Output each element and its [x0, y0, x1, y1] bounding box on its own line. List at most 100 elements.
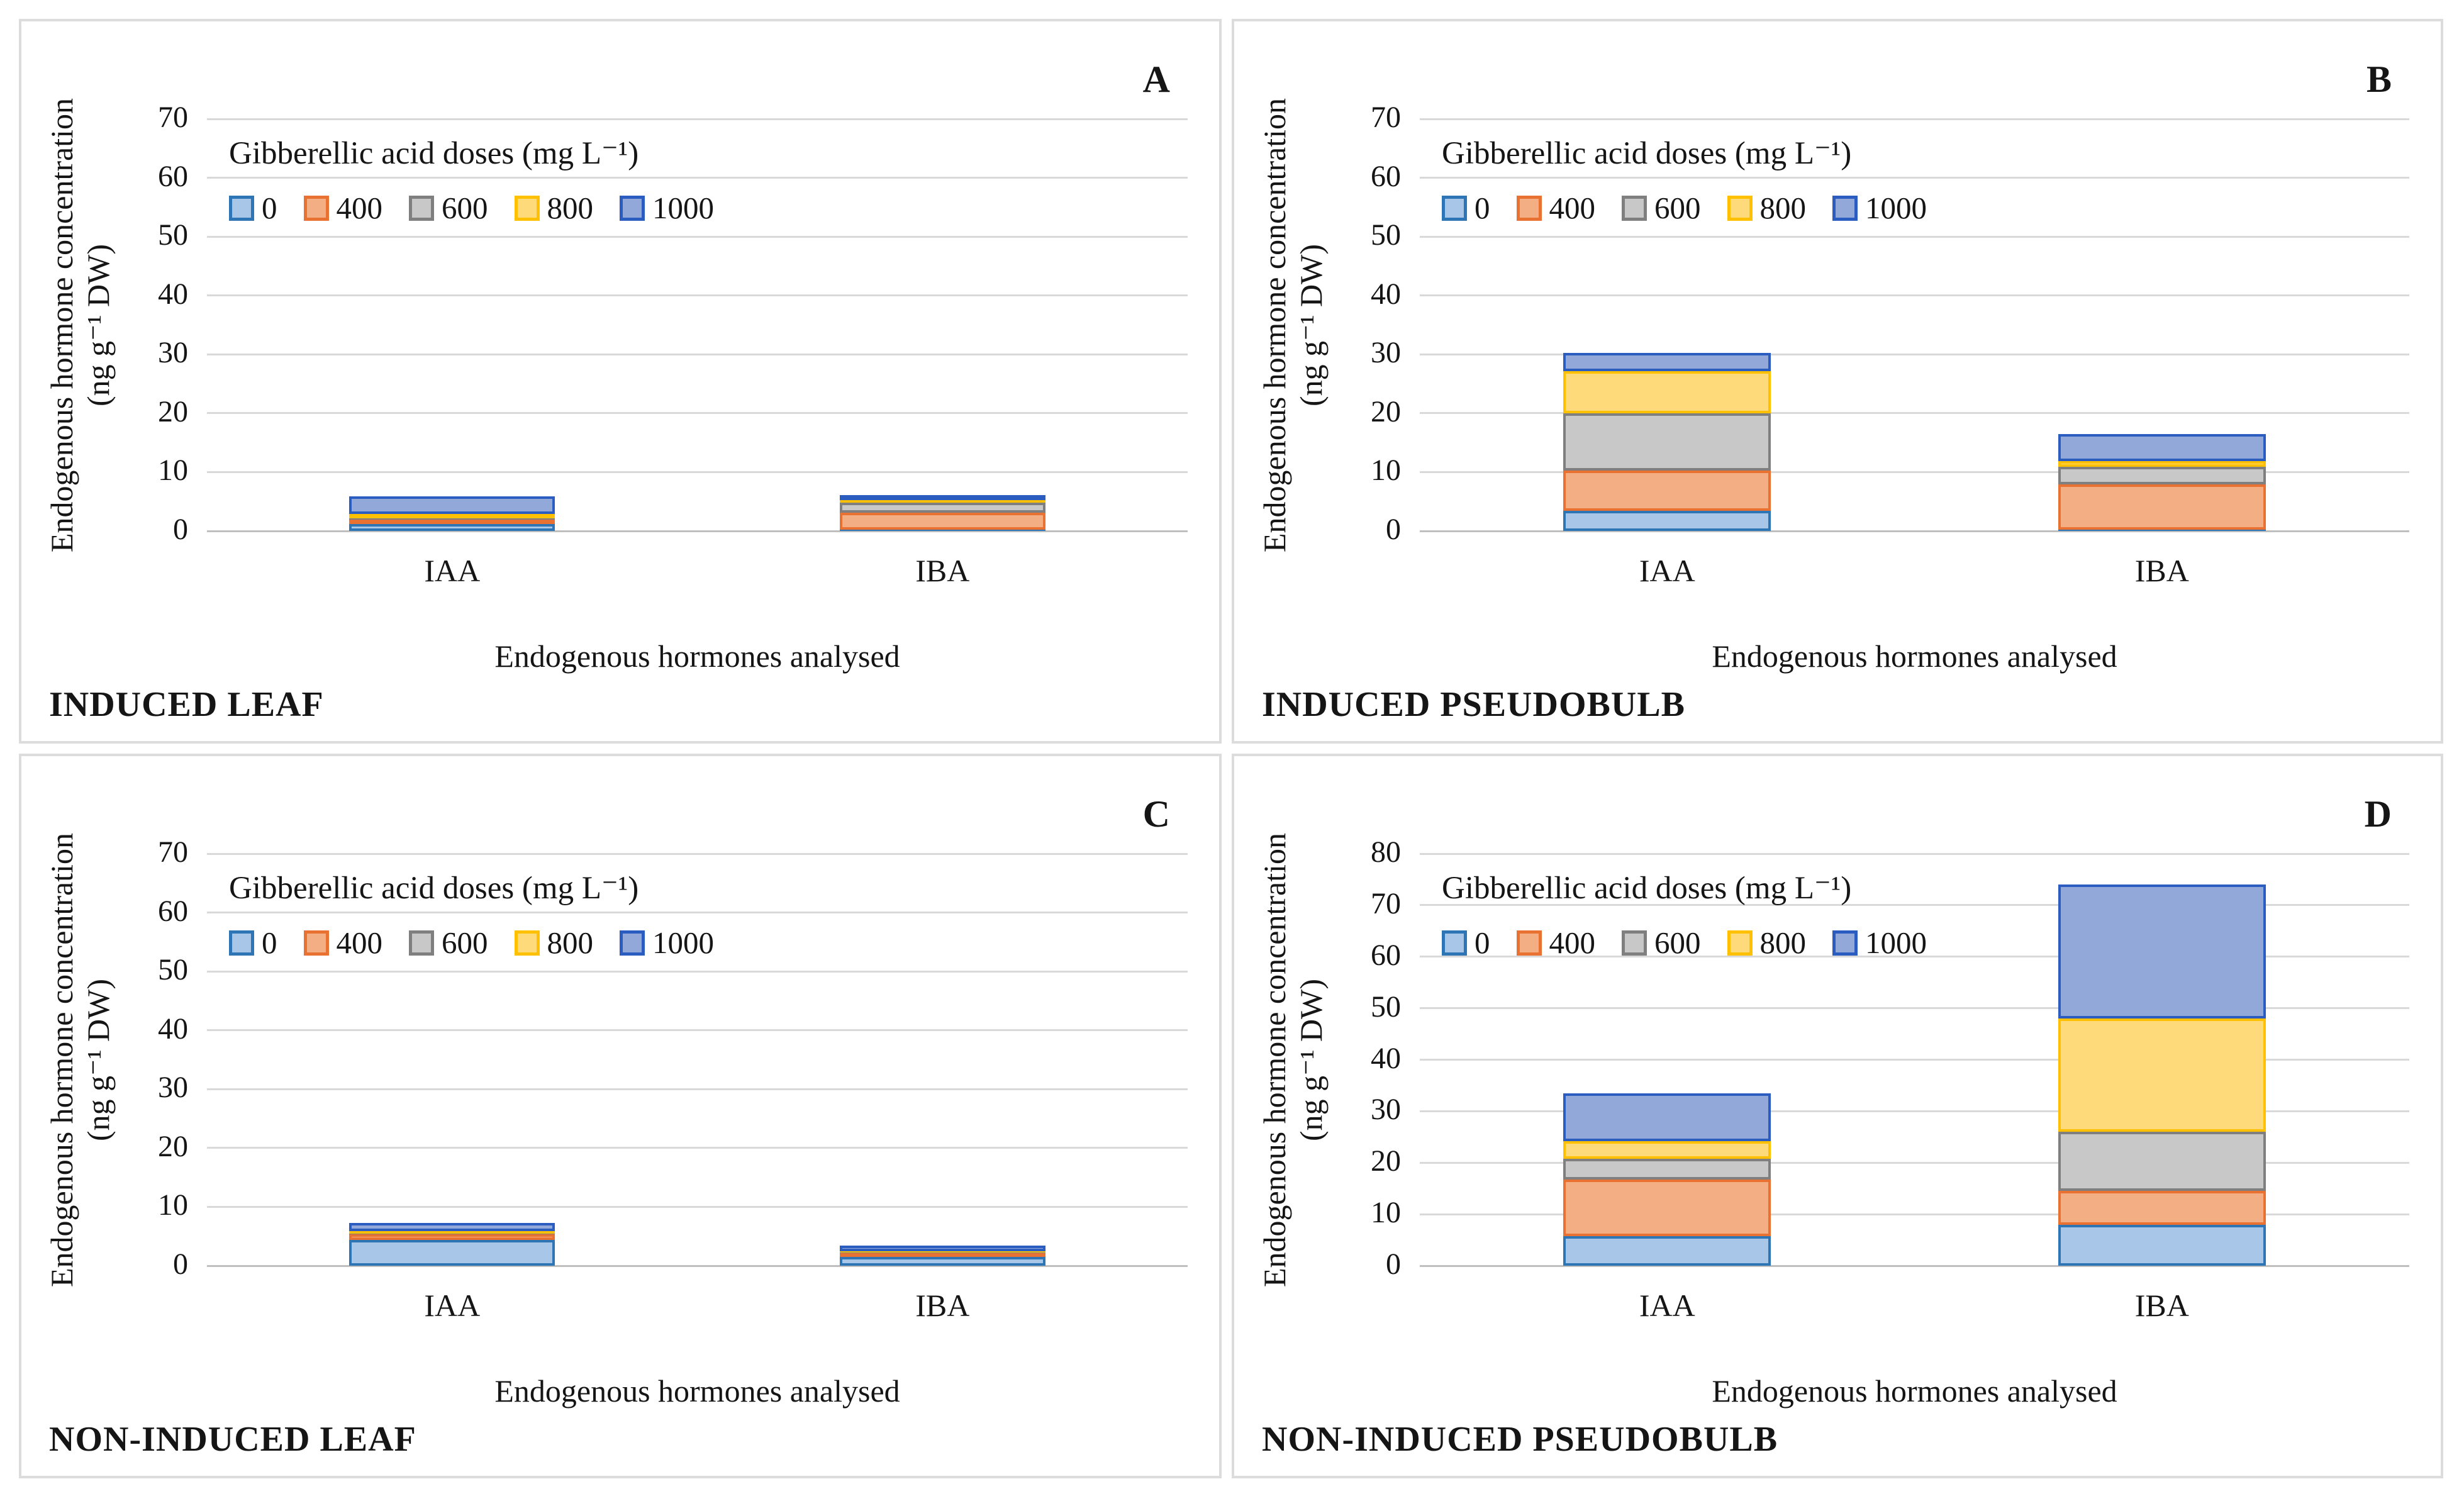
bar-segment-IBA-1000 — [2058, 433, 2266, 461]
gridline-50 — [207, 235, 1188, 238]
gridline-0 — [1420, 1264, 2409, 1267]
legend-items: 0 400 600 800 1000 — [229, 925, 740, 961]
legend: Gibberellic acid doses (mg L⁻¹) 0 400 600 8… — [229, 871, 740, 961]
legend-swatch-800 — [1727, 930, 1753, 956]
bar-segment-IBA-400 — [2058, 1191, 2266, 1225]
y-tick-label: 0 — [1386, 513, 1401, 546]
legend-swatch-600 — [1622, 195, 1647, 221]
legend-swatch-800 — [514, 930, 540, 956]
y-tick-label: 10 — [158, 1188, 188, 1222]
plot-area — [1420, 852, 2409, 1267]
legend-label: 600 — [1654, 925, 1701, 960]
legend-label: 600 — [1654, 191, 1701, 225]
gridline-10 — [1420, 471, 2409, 473]
panel-letter: D — [2364, 793, 2392, 835]
legend-swatch-600 — [409, 930, 434, 956]
legend-label: 400 — [1549, 925, 1596, 960]
bar-segment-IAA-800 — [349, 513, 555, 519]
bar-segment-IBA-1000 — [839, 495, 1045, 501]
bar-segment-IBA-400 — [839, 513, 1045, 530]
bar-segment-IAA-1000 — [349, 1222, 555, 1231]
bar-segment-IAA-600 — [1563, 413, 1771, 471]
gridline-60 — [1420, 177, 2409, 179]
legend-item-1000: 1000 — [620, 190, 714, 226]
gridline-70 — [1420, 904, 2409, 907]
legend: Gibberellic acid doses (mg L⁻¹) 0 400 600 8… — [1442, 871, 1953, 961]
legend-item-1000: 1000 — [620, 925, 714, 961]
legend-item-0: 0 — [1442, 925, 1490, 961]
legend-swatch-1000 — [1832, 930, 1858, 956]
bar-segment-IAA-1000 — [349, 496, 555, 514]
plot-area — [1420, 118, 2409, 532]
gridline-50 — [1420, 235, 2409, 238]
bar-segment-IAA-600 — [1563, 1158, 1771, 1180]
gridline-10 — [1420, 1213, 2409, 1215]
bar-segment-IBA-600 — [839, 503, 1045, 513]
y-tick-label: 30 — [158, 1071, 188, 1105]
gridline-40 — [1420, 1059, 2409, 1061]
legend-item-800: 800 — [514, 190, 593, 226]
legend-item-600: 600 — [1622, 925, 1701, 961]
legend-item-600: 600 — [1622, 190, 1701, 226]
legend-swatch-1000 — [1832, 195, 1858, 221]
gridline-0 — [207, 1264, 1188, 1267]
legend-swatch-600 — [409, 195, 434, 221]
y-tick-label: 20 — [158, 1129, 188, 1163]
legend-swatch-400 — [1516, 195, 1542, 221]
gridline-20 — [207, 1147, 1188, 1149]
gridline-60 — [207, 912, 1188, 914]
legend-label: 400 — [1549, 191, 1596, 225]
legend-item-400: 400 — [1516, 925, 1596, 961]
y-tick-label: 40 — [158, 1012, 188, 1046]
y-tick-label: 40 — [158, 277, 188, 311]
gridline-30 — [1420, 1110, 2409, 1112]
legend-label: 1000 — [1865, 191, 1927, 225]
x-axis-title: Endogenous hormones analysed — [1712, 1373, 2117, 1409]
gridline-0 — [1420, 530, 2409, 532]
legend-label: 600 — [442, 925, 488, 960]
x-tick-label-IBA: IBA — [2134, 553, 2189, 588]
plot-area — [207, 118, 1188, 532]
panel-induced-pseudobulb: B Endogenous hormone concentration (ng g… — [1232, 19, 2443, 744]
legend-label: 0 — [262, 925, 277, 960]
legend-label: 1000 — [652, 925, 714, 960]
legend-item-1000: 1000 — [1832, 190, 1927, 226]
legend-items: 0 400 600 800 1000 — [229, 190, 740, 226]
y-tick-label: 20 — [158, 394, 188, 428]
gridline-70 — [1420, 118, 2409, 120]
legend-swatch-400 — [1516, 930, 1542, 956]
legend-swatch-800 — [514, 195, 540, 221]
y-tick-label: 0 — [173, 1247, 188, 1281]
x-tick-label-IAA: IAA — [1639, 553, 1695, 588]
legend-label: 0 — [262, 191, 277, 225]
y-tick-label: 60 — [158, 159, 188, 193]
legend-swatch-0 — [229, 930, 254, 956]
bar-segment-IBA-0 — [839, 1256, 1045, 1266]
panel-letter: B — [2366, 59, 2392, 100]
panel-caption: INDUCED LEAF — [49, 685, 324, 724]
y-tick-label: 40 — [1371, 1041, 1401, 1075]
bar-segment-IAA-0 — [1563, 511, 1771, 531]
y-tick-label: 50 — [1371, 218, 1401, 252]
bar-segment-IBA-400 — [2058, 484, 2266, 530]
legend-item-1000: 1000 — [1832, 925, 1927, 961]
bar-segment-IBA-600 — [2058, 467, 2266, 485]
gridline-50 — [207, 970, 1188, 973]
gridline-80 — [1420, 852, 2409, 855]
x-axis-title: Endogenous hormones analysed — [494, 639, 900, 674]
y-tick-label: 0 — [1386, 1247, 1401, 1281]
x-tick-label-IAA: IAA — [424, 1288, 481, 1323]
legend-label: 1000 — [652, 191, 714, 225]
legend-item-800: 800 — [514, 925, 593, 961]
y-tick-label: 10 — [1371, 454, 1401, 488]
legend-item-800: 800 — [1727, 190, 1806, 226]
y-tick-label: 30 — [158, 336, 188, 370]
legend-title: Gibberellic acid doses (mg L⁻¹) — [1442, 136, 1852, 171]
legend-items: 0 400 600 800 1000 — [1442, 925, 1953, 961]
gridline-70 — [207, 118, 1188, 120]
gridline-30 — [1420, 353, 2409, 355]
bar-segment-IAA-400 — [1563, 470, 1771, 511]
bar-segment-IAA-800 — [1563, 1141, 1771, 1159]
x-axis-title: Endogenous hormones analysed — [1712, 639, 2117, 674]
legend-item-800: 800 — [1727, 925, 1806, 961]
